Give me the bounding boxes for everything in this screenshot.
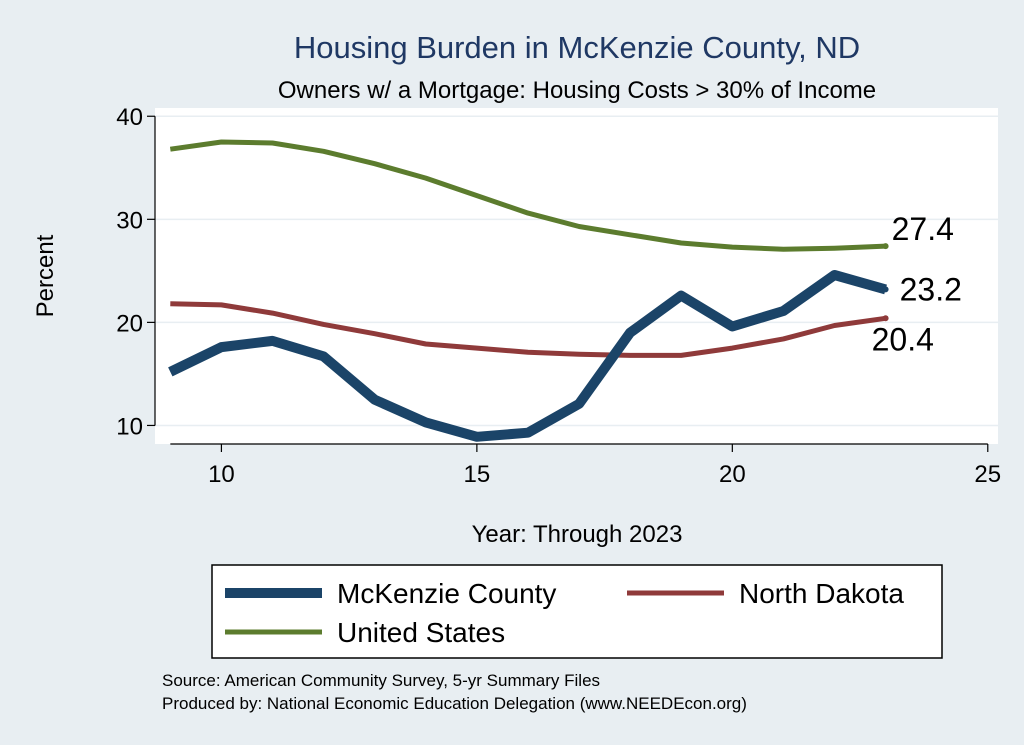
y-tick-label: 20 — [116, 310, 143, 337]
end-marker — [882, 243, 889, 250]
produced-by-note: Produced by: National Economic Education… — [162, 694, 747, 713]
legend: McKenzie County North Dakota United Stat… — [211, 564, 943, 659]
x-axis-title: Year: Through 2023 — [472, 521, 683, 548]
series-lines — [168, 139, 887, 442]
x-tick-label: 20 — [719, 461, 746, 488]
end-marker — [882, 286, 889, 293]
series-line-united-states — [169, 139, 886, 252]
chart-subtitle: Owners w/ a Mortgage: Housing Costs > 30… — [278, 77, 876, 104]
x-tick-label: 25 — [974, 461, 1001, 488]
legend-box — [211, 564, 943, 659]
series-line-mckenzie-county — [168, 270, 887, 442]
chart-title: Housing Burden in McKenzie County, ND — [294, 30, 860, 65]
axes: 10 20 30 40 10 15 20 25 — [116, 104, 1001, 488]
legend-label-united-states: United States — [337, 617, 505, 648]
plot-area — [155, 108, 998, 444]
series-line-north-dakota — [170, 301, 886, 358]
legend-label-north-dakota: North Dakota — [739, 578, 904, 609]
end-marker — [882, 315, 889, 322]
end-label-mckenzie-county: 23.2 — [900, 271, 962, 307]
y-tick-label: 10 — [116, 413, 143, 440]
end-labels: 23.2 20.4 27.4 — [872, 211, 962, 357]
source-note: Source: American Community Survey, 5-yr … — [162, 671, 600, 690]
legend-label-mckenzie-county: McKenzie County — [337, 578, 556, 609]
end-label-united-states: 27.4 — [892, 211, 954, 247]
y-axis-title: Percent — [32, 234, 59, 317]
end-label-north-dakota: 20.4 — [872, 321, 934, 357]
x-tick-label: 10 — [208, 461, 235, 488]
y-tick-label: 30 — [116, 207, 143, 234]
x-tick-label: 15 — [464, 461, 491, 488]
y-tick-label: 40 — [116, 104, 143, 131]
